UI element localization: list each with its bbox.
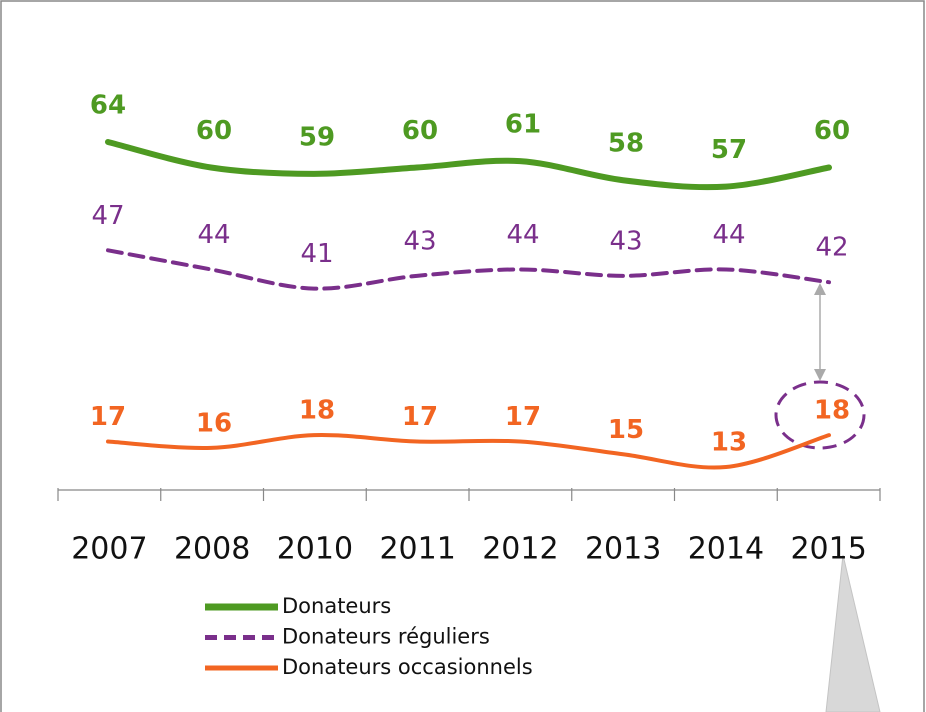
data-label: 16: [196, 408, 232, 438]
data-label: 64: [90, 91, 126, 121]
data-label: 57: [711, 135, 747, 165]
data-label: 42: [815, 233, 848, 263]
series-line: [105, 139, 832, 191]
decoration: [825, 554, 881, 712]
data-label: 44: [712, 220, 745, 250]
data-label: 17: [90, 402, 126, 432]
data-label: 47: [91, 201, 124, 231]
x-tick-label: 2014: [688, 532, 764, 567]
x-tick-label: 2007: [71, 532, 147, 567]
data-label: 60: [402, 116, 438, 146]
x-tick-label: 2015: [790, 532, 866, 567]
data-label: 17: [505, 402, 541, 432]
data-label: 18: [299, 396, 335, 426]
legend-label: Donateurs occasionnels: [282, 655, 533, 679]
x-tick-label: 2008: [174, 532, 250, 567]
x-tick-label: 2013: [585, 532, 661, 567]
data-label: 43: [609, 226, 642, 256]
data-label: 17: [402, 402, 438, 432]
data-label: 60: [196, 116, 232, 146]
legend-label: Donateurs réguliers: [282, 625, 490, 649]
data-label: 44: [506, 220, 539, 250]
highlight-ellipse: [774, 380, 866, 450]
data-label: 44: [197, 220, 230, 250]
data-label: 59: [299, 122, 335, 152]
data-label: 18: [814, 396, 850, 426]
legend-label: Donateurs: [282, 594, 391, 618]
arrow-head: [814, 283, 826, 295]
data-label: 61: [505, 110, 541, 140]
x-tick-label: 2010: [277, 532, 353, 567]
data-label: 15: [608, 415, 644, 445]
series-line: [106, 433, 831, 470]
x-tick-label: 2012: [482, 532, 558, 567]
series-line: [106, 248, 831, 291]
data-label: 13: [711, 428, 747, 458]
data-label: 43: [403, 226, 436, 256]
data-label: 41: [300, 239, 333, 269]
arrow-head: [814, 369, 826, 381]
data-label: 60: [814, 116, 850, 146]
x-tick-label: 2011: [379, 532, 455, 567]
data-label: 58: [608, 129, 644, 159]
